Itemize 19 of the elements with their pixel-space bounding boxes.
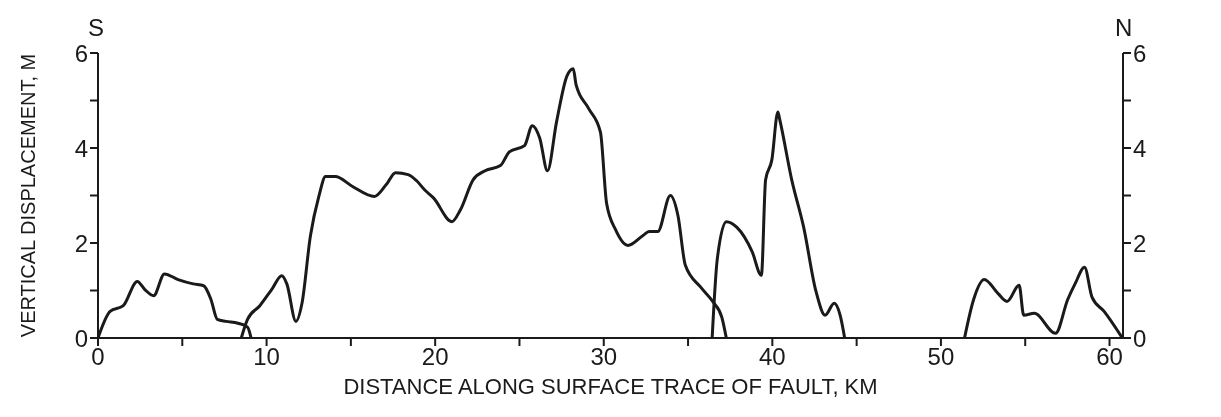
x-tick-label: 30 <box>590 343 618 371</box>
y-tick-label: 2 <box>74 229 88 257</box>
y-tick-label: 0 <box>74 324 88 352</box>
y2-tick-label: 0 <box>1133 324 1147 352</box>
y-axis-title: VERTICAL DISPLACEMENT, M <box>17 53 40 338</box>
text: N <box>1115 14 1133 42</box>
x-tick-label: 20 <box>421 343 449 371</box>
y2-tick-label: 4 <box>1133 134 1147 162</box>
x-tick-label: 10 <box>253 343 280 371</box>
text: S <box>88 14 105 42</box>
y2-tick-label: 2 <box>1133 229 1147 257</box>
x-tick-label: 40 <box>758 343 786 371</box>
x-tick-label: 50 <box>927 343 955 371</box>
y-tick-label: 6 <box>74 39 88 67</box>
y-tick-label: 4 <box>74 134 88 162</box>
x-axis-title: DISTANCE ALONG SURFACE TRACE OF FAULT, KM <box>343 374 878 399</box>
y2-tick-label: 6 <box>1133 39 1147 67</box>
x-tick-label: 60 <box>1096 343 1123 371</box>
x-tick-label: 0 <box>91 343 105 371</box>
